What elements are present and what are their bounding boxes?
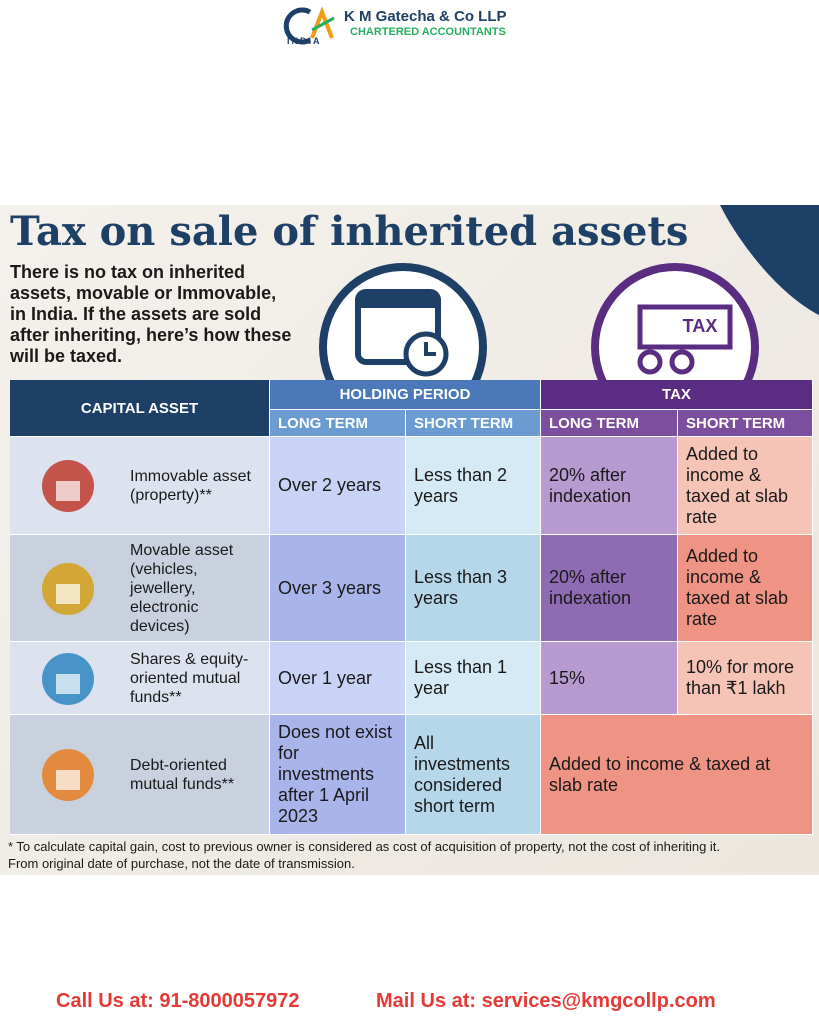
logo-icon: [283, 6, 335, 45]
tax-icon-label: TAX: [683, 316, 718, 336]
header-cell: CAPITAL ASSET: [10, 380, 270, 437]
header-cell: HOLDING PERIOD: [270, 380, 541, 410]
value-cell: 20% after indexation: [541, 437, 678, 535]
footnote: * To calculate capital gain, cost to pre…: [8, 838, 720, 872]
asset-icon: [42, 460, 94, 512]
firm-name: K M Gatecha & Co LLP: [344, 8, 507, 25]
value-cell: Over 1 year: [270, 642, 406, 715]
footnote-line: * To calculate capital gain, cost to pre…: [8, 839, 721, 854]
value-cell: All investments considered short term: [406, 715, 541, 835]
subheader-cell: SHORT TERM: [406, 410, 541, 437]
asset-icon: [42, 749, 94, 801]
subheader-cell: LONG TERM: [270, 410, 406, 437]
asset-icon: [42, 652, 94, 705]
tax-icon: TAX: [591, 263, 759, 387]
value-cell: Less than 2 years: [406, 437, 541, 535]
value-cell: 20% after indexation: [541, 535, 678, 642]
call: Call Us at: 91-8000057972: [56, 990, 300, 1012]
logo-country: INDIA: [287, 36, 322, 46]
value-cell: 10% for more than ₹1 lakh: [678, 642, 813, 715]
title: Tax on sale of inherited assets: [10, 208, 689, 255]
mail: Mail Us at: services@kmgcollp.com: [376, 990, 716, 1012]
subheader-cell: SHORT TERM: [678, 410, 813, 437]
value-cell: Less than 3 years: [406, 535, 541, 642]
subheader-cell: LONG TERM: [541, 410, 678, 437]
header-cell: TAX: [541, 380, 813, 410]
value-cell: Added to income & taxed at slab rate: [678, 437, 813, 535]
value-cell: 15%: [541, 642, 678, 715]
firm-tagline: CHARTERED ACCOUNTANTS: [350, 26, 506, 38]
value-cell: Over 3 years: [270, 535, 406, 642]
asset-icon: [42, 562, 94, 615]
value-cell: Less than 1 year: [406, 642, 541, 715]
value-cell: Added to income & taxed at slab rate: [678, 535, 813, 642]
calendar-icon: [319, 263, 487, 387]
value-cell: Does not exist for investments after 1 A…: [270, 715, 406, 835]
footnote-line: From original date of purchase, not the …: [8, 856, 355, 871]
value-cell: Added to income & taxed at slab rate: [541, 715, 813, 835]
decor: [720, 205, 819, 315]
intro: There is no tax on inherited assets, mov…: [10, 262, 292, 366]
value-cell: Over 2 years: [270, 437, 406, 535]
